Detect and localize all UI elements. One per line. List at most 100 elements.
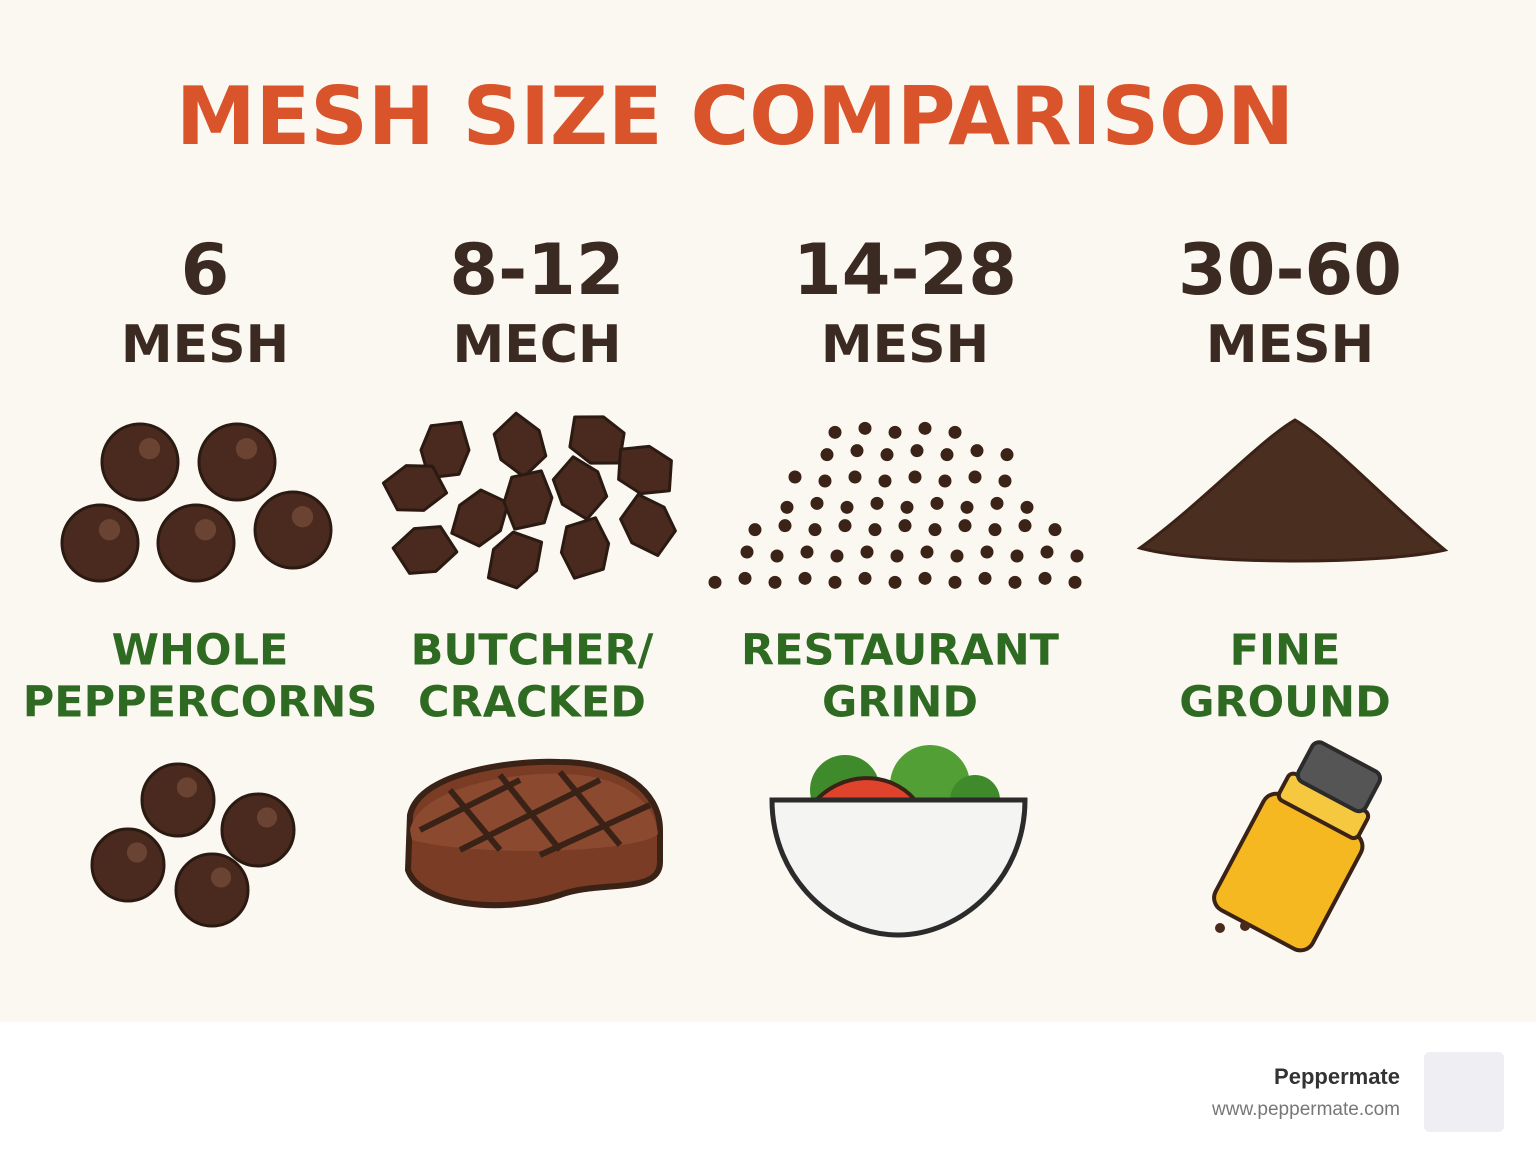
brand: Peppermate — [1274, 1064, 1400, 1089]
grind-dot — [968, 470, 982, 484]
grind-label: RESTAURANT — [741, 626, 1060, 676]
grind-dot — [868, 523, 882, 537]
grind-dot — [1018, 519, 1032, 533]
grind-dot — [788, 470, 802, 484]
grind-dot — [778, 519, 792, 533]
peppercorn — [140, 762, 216, 838]
grind-dot — [978, 571, 992, 585]
grind-dot — [828, 575, 842, 589]
grind-dot — [708, 575, 722, 589]
highlight — [126, 842, 148, 863]
grind-dot — [840, 500, 854, 514]
cracked-piece — [502, 469, 554, 531]
peppercorn — [197, 422, 277, 502]
grind-dot — [958, 519, 972, 533]
highlight — [98, 519, 121, 541]
grind-dot — [1040, 545, 1054, 559]
bowl — [769, 797, 1028, 938]
cracked-piece — [450, 488, 510, 548]
grind-dot — [948, 575, 962, 589]
grind-dot — [838, 519, 852, 533]
peppercorn — [156, 503, 236, 583]
logo-box — [1424, 1052, 1504, 1132]
grind-label: WHOLE — [112, 626, 289, 676]
grind-dot — [988, 523, 1002, 537]
grind-dot — [850, 444, 864, 458]
highlight — [256, 807, 278, 828]
grind-dot — [878, 474, 892, 488]
grind-dot — [908, 470, 922, 484]
grind-dot — [830, 549, 844, 563]
mesh-number: 8-12 — [449, 229, 624, 311]
cracked-piece — [381, 464, 449, 512]
highlight — [235, 438, 258, 460]
mesh-number: 6 — [181, 229, 230, 311]
grind-dot — [860, 545, 874, 559]
grind-dot — [910, 444, 924, 458]
grill-marks — [418, 770, 652, 858]
shaker — [1212, 740, 1383, 953]
cracked-piece — [559, 516, 611, 580]
peppercorn — [174, 852, 250, 928]
grind-label: GRIND — [822, 678, 978, 728]
grind-dot — [970, 444, 984, 458]
grind-label: BUTCHER/ — [411, 626, 654, 676]
grind-dot — [1038, 571, 1052, 585]
grind-dot — [800, 545, 814, 559]
grind-dot — [740, 545, 754, 559]
highlight — [210, 867, 232, 888]
mesh-number: 14-28 — [793, 229, 1017, 311]
grind-dot — [810, 496, 824, 510]
grind-dot — [858, 421, 872, 435]
peppercorn — [90, 827, 166, 903]
mesh-number: 30-60 — [1178, 229, 1402, 311]
peppercorn — [100, 422, 180, 502]
cracked-piece — [486, 530, 544, 590]
grind-dot — [980, 545, 994, 559]
grind-dot — [780, 500, 794, 514]
grind-dot — [890, 549, 904, 563]
grind-dot — [1068, 575, 1082, 589]
cracked-piece — [619, 493, 677, 557]
mesh-unit: MESH — [821, 315, 989, 375]
peppercorn — [60, 503, 140, 583]
cracked-piece — [568, 415, 626, 465]
grind-dot — [770, 549, 784, 563]
grind-label: GROUND — [1179, 678, 1391, 728]
grind-dot — [888, 575, 902, 589]
grind-dot — [888, 425, 902, 439]
grind-label: FINE — [1230, 626, 1341, 676]
grind-dot — [1000, 448, 1014, 462]
grind-dot — [918, 571, 932, 585]
grind-dot — [918, 421, 932, 435]
grind-dot — [1010, 549, 1024, 563]
highlight — [176, 777, 198, 798]
grind-dot — [828, 425, 842, 439]
grind-dot — [1020, 500, 1034, 514]
grind-dot — [798, 571, 812, 585]
highlight — [194, 519, 217, 541]
grind-dot — [938, 474, 952, 488]
grind-label: PEPPERCORNS — [23, 678, 378, 728]
grind-dot — [920, 545, 934, 559]
grind-dot — [900, 500, 914, 514]
grind-dot — [940, 448, 954, 462]
grind-dot — [820, 448, 834, 462]
cracked-piece — [617, 444, 673, 496]
grind-dot — [898, 519, 912, 533]
mesh-unit: MECH — [453, 315, 622, 375]
grind-dot — [998, 474, 1012, 488]
grind-dot — [808, 523, 822, 537]
grind-dot — [950, 549, 964, 563]
url[interactable]: www.peppermate.com — [1211, 1099, 1400, 1120]
grind-dot — [1070, 549, 1084, 563]
title: MESH SIZE COMPARISON — [176, 70, 1294, 163]
grind-dot — [858, 571, 872, 585]
mesh-unit: MESH — [121, 315, 289, 375]
highlight — [291, 506, 314, 528]
grind-dot — [818, 474, 832, 488]
grind-dot — [948, 425, 962, 439]
grind-dot — [960, 500, 974, 514]
ground-pile — [1136, 418, 1449, 563]
